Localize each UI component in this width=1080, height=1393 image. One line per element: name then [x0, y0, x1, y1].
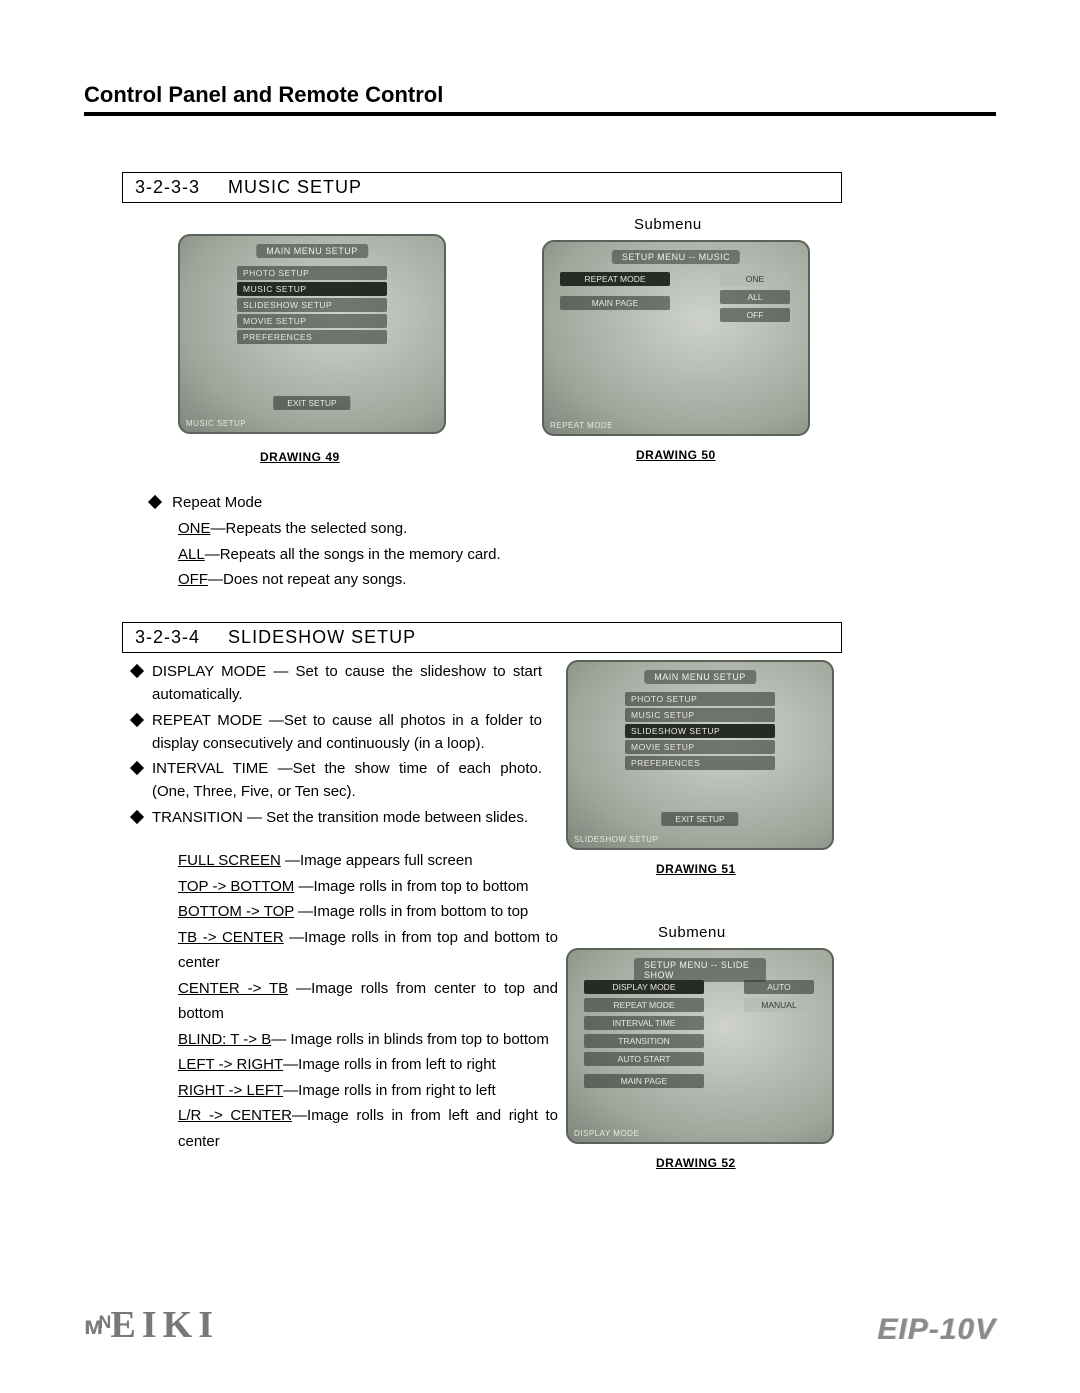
d49-menu-stack: PHOTO SETUP MUSIC SETUP SLIDESHOW SETUP …	[237, 266, 387, 346]
drawing-52-caption: DRAWING 52	[656, 1156, 736, 1170]
d49-footer: MUSIC SETUP	[186, 419, 246, 428]
d52-main-page: MAIN PAGE	[584, 1074, 704, 1088]
section-music-setup: 3-2-3-3 MUSIC SETUP	[122, 172, 842, 203]
d51-row-movie: MOVIE SETUP	[625, 740, 775, 754]
d52-auto-start: AUTO START	[584, 1052, 704, 1066]
t-bottom-top: BOTTOM -> TOP —Image rolls in from botto…	[178, 899, 558, 925]
bullet-transition: TRANSITION — Set the transition mode bet…	[132, 806, 542, 829]
d52-footer: DISPLAY MODE	[574, 1129, 639, 1138]
brand-logo: ᴍᴺ EIKI	[84, 1303, 219, 1347]
title-rule	[84, 112, 996, 116]
drawing-51-caption: DRAWING 51	[656, 862, 736, 876]
bullet-repeat-mode: REPEAT MODE —Set to cause all photos in …	[132, 709, 542, 756]
d52-interval-time: INTERVAL TIME	[584, 1016, 704, 1030]
submenu-label-1: Submenu	[634, 216, 702, 233]
rm-one: ONE—Repeats the selected song.	[178, 516, 501, 542]
t-blind: BLIND: T -> B— Image rolls in blinds fro…	[178, 1027, 558, 1053]
rm-all: ALL—Repeats all the songs in the memory …	[178, 542, 501, 568]
t-lr-center: L/R -> CENTER—Image rolls in from left a…	[178, 1103, 558, 1154]
repeat-mode-heading: Repeat Mode	[150, 494, 262, 511]
d49-row-movie: MOVIE SETUP	[237, 314, 387, 328]
d50-off: OFF	[720, 308, 790, 322]
drawing-49-screenshot: MAIN MENU SETUP PHOTO SETUP MUSIC SETUP …	[178, 234, 446, 434]
diamond-icon	[130, 664, 144, 678]
t-tb-center: TB -> CENTER —Image rolls in from top an…	[178, 925, 558, 976]
repeat-mode-title: Repeat Mode	[172, 494, 262, 511]
d50-right-col: ONE ALL OFF	[720, 272, 790, 326]
d52-auto: AUTO	[744, 980, 814, 994]
drawing-50-screenshot: SETUP MENU -- MUSIC REPEAT MODE MAIN PAG…	[542, 240, 810, 436]
d52-repeat-mode: REPEAT MODE	[584, 998, 704, 1012]
transition-defs: FULL SCREEN —Image appears full screen T…	[150, 848, 558, 1154]
d51-row-music: MUSIC SETUP	[625, 708, 775, 722]
d51-row-slideshow: SLIDESHOW SETUP	[625, 724, 775, 738]
d49-row-pref: PREFERENCES	[237, 330, 387, 344]
d50-left-col: REPEAT MODE MAIN PAGE	[560, 272, 670, 314]
d49-exit: EXIT SETUP	[273, 396, 350, 410]
diamond-icon	[130, 809, 144, 823]
t-top-bottom: TOP -> BOTTOM —Image rolls in from top t…	[178, 874, 558, 900]
d52-display-mode: DISPLAY MODE	[584, 980, 704, 994]
d50-all: ALL	[720, 290, 790, 304]
d51-header: MAIN MENU SETUP	[644, 670, 756, 684]
bullet-display-mode: DISPLAY MODE — Set to cause the slidesho…	[132, 660, 542, 707]
t-full-screen: FULL SCREEN —Image appears full screen	[178, 848, 558, 874]
drawing-52-screenshot: SETUP MENU -- SLIDE SHOW DISPLAY MODE RE…	[566, 948, 834, 1144]
d52-right-col: AUTO MANUAL	[744, 980, 814, 1016]
repeat-mode-defs: ONE—Repeats the selected song. ALL—Repea…	[150, 516, 501, 593]
rm-off: OFF—Does not repeat any songs.	[178, 567, 501, 593]
d52-manual: MANUAL	[744, 998, 814, 1012]
slideshow-bullets: DISPLAY MODE — Set to cause the slidesho…	[132, 660, 542, 831]
d49-row-photo: PHOTO SETUP	[237, 266, 387, 280]
diamond-icon	[130, 712, 144, 726]
d52-transition: TRANSITION	[584, 1034, 704, 1048]
logo-mark-icon: ᴍᴺ	[84, 1310, 107, 1341]
drawing-50-caption: DRAWING 50	[636, 448, 716, 462]
d50-footer: REPEAT MODE	[550, 421, 613, 430]
d51-row-photo: PHOTO SETUP	[625, 692, 775, 706]
d50-repeat-mode: REPEAT MODE	[560, 272, 670, 286]
section-slideshow-num: 3-2-3-4	[135, 627, 200, 647]
submenu-label-2: Submenu	[658, 924, 726, 941]
d51-exit: EXIT SETUP	[661, 812, 738, 826]
t-center-tb: CENTER -> TB —Image rolls from center to…	[178, 976, 558, 1027]
d51-menu-stack: PHOTO SETUP MUSIC SETUP SLIDESHOW SETUP …	[625, 692, 775, 772]
d51-row-pref: PREFERENCES	[625, 756, 775, 770]
d50-main-page: MAIN PAGE	[560, 296, 670, 310]
t-left-right: LEFT -> RIGHT—Image rolls in from left t…	[178, 1052, 558, 1078]
d52-header: SETUP MENU -- SLIDE SHOW	[634, 958, 766, 982]
diamond-icon	[148, 494, 162, 508]
section-music-num: 3-2-3-3	[135, 177, 200, 197]
d49-row-music: MUSIC SETUP	[237, 282, 387, 296]
drawing-49-caption: DRAWING 49	[260, 450, 340, 464]
t-right-left: RIGHT -> LEFT—Image rolls in from right …	[178, 1078, 558, 1104]
bullet-interval-time: INTERVAL TIME —Set the show time of each…	[132, 757, 542, 804]
d49-header: MAIN MENU SETUP	[256, 244, 368, 258]
page-title: Control Panel and Remote Control	[84, 82, 443, 108]
drawing-51-screenshot: MAIN MENU SETUP PHOTO SETUP MUSIC SETUP …	[566, 660, 834, 850]
d50-one: ONE	[720, 272, 790, 286]
section-slideshow-setup: 3-2-3-4 SLIDESHOW SETUP	[122, 622, 842, 653]
model-number: EIP-10V	[877, 1313, 996, 1347]
section-slideshow-title: SLIDESHOW SETUP	[228, 627, 416, 647]
brand-text: EIKI	[111, 1303, 219, 1347]
d50-header: SETUP MENU -- MUSIC	[612, 250, 740, 264]
diamond-icon	[130, 761, 144, 775]
d52-left-col: DISPLAY MODE REPEAT MODE INTERVAL TIME T…	[584, 980, 704, 1092]
d49-row-slideshow: SLIDESHOW SETUP	[237, 298, 387, 312]
section-music-title: MUSIC SETUP	[228, 177, 362, 197]
d51-footer: SLIDESHOW SETUP	[574, 835, 658, 844]
